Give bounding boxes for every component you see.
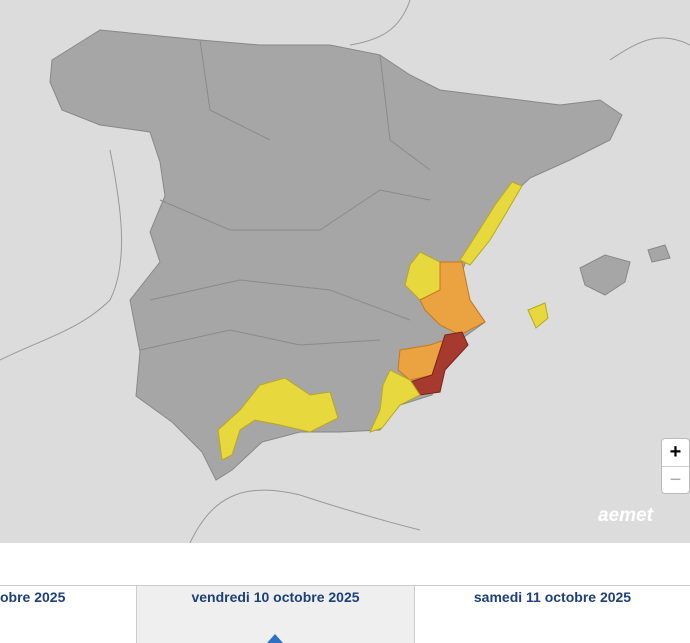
border — [189, 0, 690, 543]
warning-yellow — [459, 181, 523, 266]
warning-yellow — [217, 377, 339, 461]
zoom-control: + − — [661, 438, 690, 494]
coastline — [0, 149, 122, 361]
zoom-in[interactable]: + — [669, 441, 682, 463]
ibiza — [527, 302, 549, 329]
warning-yellow — [369, 369, 421, 433]
menorca — [647, 244, 671, 263]
day-tab[interactable]: samedi 11 octobre 2025 — [473, 589, 632, 605]
map — [0, 0, 690, 543]
mallorca — [579, 254, 631, 296]
selected-indicator — [267, 634, 283, 643]
zoom-out[interactable]: − — [662, 466, 689, 494]
day-tab[interactable]: vendredi 10 octobre 2025 — [137, 586, 415, 643]
warning-orange — [419, 261, 486, 336]
day-tabs: obre 2025 vendredi 10 octobre 2025 samed… — [0, 585, 690, 643]
day-tab[interactable]: obre 2025 — [0, 586, 137, 643]
warning-red — [409, 331, 469, 396]
region-borders — [139, 39, 431, 351]
day-label: vendredi 10 octobre 2025 — [191, 589, 360, 605]
logo: aemet — [598, 505, 653, 526]
